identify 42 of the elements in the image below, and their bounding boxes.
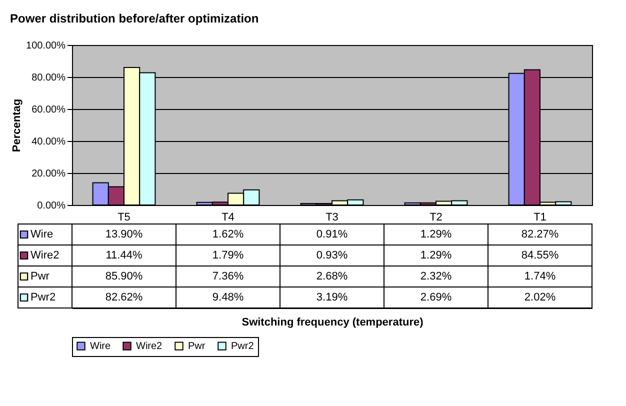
data-label: 2.02% <box>524 292 556 304</box>
data-label: 2.68% <box>316 270 348 282</box>
legend-label: Wire2 <box>30 250 60 262</box>
y-axis-title: Percentag <box>11 98 24 152</box>
x-tick-label: T2 <box>430 212 442 224</box>
x-tick-label: T1 <box>534 212 546 224</box>
y-tick-label: 40.00% <box>32 136 66 148</box>
data-label: 13.90% <box>105 228 143 240</box>
y-tick-label: 0.00% <box>37 200 66 212</box>
text: Pwr <box>188 341 206 352</box>
data-label: 82.27% <box>521 228 559 240</box>
data-label: 82.62% <box>105 292 143 304</box>
data-label: 1.29% <box>420 228 452 240</box>
data-label: 1.74% <box>524 270 556 282</box>
data-label: 3.19% <box>316 292 348 304</box>
text: Wire <box>90 341 111 352</box>
x-tick-label: T5 <box>118 212 130 224</box>
data-label: 84.55% <box>521 250 559 262</box>
data-label: 2.32% <box>420 270 452 282</box>
legend-label: Wire <box>30 228 54 240</box>
legend-label: Pwr <box>30 270 50 282</box>
data-label: 1.62% <box>212 228 244 240</box>
text: Switching frequency (temperature) <box>242 316 424 328</box>
y-tick-label: 60.00% <box>32 104 66 116</box>
data-label: 7.36% <box>212 270 244 282</box>
data-label: 11.44% <box>106 250 142 262</box>
y-tick-label: 20.00% <box>32 168 66 180</box>
data-label: 9.48% <box>212 292 244 304</box>
chart-title: Power distribution before/after optimization <box>10 12 259 26</box>
y-tick-label: 100.00% <box>26 40 66 52</box>
data-label: 85.90% <box>105 270 143 282</box>
data-label: 1.79% <box>212 250 244 262</box>
text: Wire2 <box>136 341 162 352</box>
x-tick-label: T4 <box>222 212 234 224</box>
text: Pwr2 <box>231 341 254 352</box>
data-label: 0.93% <box>316 250 348 262</box>
data-label: 0.91% <box>316 228 348 240</box>
legend-label: Pwr2 <box>30 292 56 304</box>
data-label: 1.29% <box>420 250 452 262</box>
data-label: 2.69% <box>420 292 452 304</box>
x-tick-label: T3 <box>326 212 338 224</box>
y-tick-label: 80.00% <box>32 72 66 84</box>
